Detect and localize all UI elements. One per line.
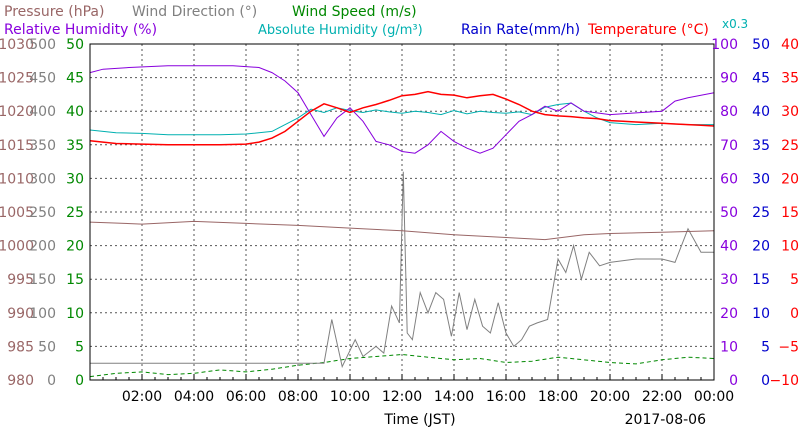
- tick-label-pressure: 1005: [0, 205, 34, 221]
- tick-label-rain-rate: 0: [761, 373, 770, 389]
- tick-label-pressure: 1000: [0, 239, 34, 255]
- tick-label-rain-rate: 5: [761, 339, 770, 355]
- tick-label-rain-rate: 50: [752, 37, 770, 53]
- tick-label-temperature: 5: [790, 272, 799, 288]
- tick-label-pressure: 1030: [0, 37, 34, 53]
- tick-label-wind-speed: 25: [66, 205, 84, 221]
- series-line-pressure: [89, 220, 715, 241]
- tick-label-wind-direction: 350: [29, 138, 56, 154]
- tick-label-temperature: −10: [769, 373, 799, 389]
- tick-label-relative-humidity: 10: [720, 339, 738, 355]
- legend-temperature: Temperature (°C): [587, 22, 709, 38]
- tick-label-relative-humidity: 70: [720, 138, 738, 154]
- tick-label-pressure: 1010: [0, 171, 34, 187]
- series-line-temperature: [89, 90, 715, 146]
- tick-label-temperature: 0: [790, 306, 799, 322]
- tick-label-wind-speed: 50: [66, 37, 84, 53]
- tick-label-rain-rate: 35: [752, 138, 770, 154]
- date-label: 2017-08-06: [625, 412, 706, 428]
- abs-humidity-scale-note: x0.3: [722, 17, 748, 31]
- tick-label-relative-humidity: 50: [720, 205, 738, 221]
- tick-label-rain-rate: 10: [752, 306, 770, 322]
- tick-label-temperature: −5: [778, 339, 799, 355]
- tick-label-relative-humidity: 40: [720, 239, 738, 255]
- legend-wind-direction: Wind Direction (°): [132, 4, 257, 20]
- x-tick-label: 22:00: [642, 389, 682, 405]
- tick-label-temperature: 15: [781, 205, 799, 221]
- tick-label-rain-rate: 40: [752, 104, 770, 120]
- x-tick-label: 04:00: [174, 389, 214, 405]
- x-tick-label: 06:00: [226, 389, 266, 405]
- tick-label-wind-direction: 300: [29, 171, 56, 187]
- tick-label-relative-humidity: 90: [720, 71, 738, 87]
- tick-label-pressure: 985: [7, 339, 34, 355]
- tick-label-temperature: 25: [781, 138, 799, 154]
- tick-label-wind-speed: 30: [66, 171, 84, 187]
- tick-label-wind-speed: 45: [66, 71, 84, 87]
- tick-label-wind-direction: 50: [38, 339, 56, 355]
- tick-label-temperature: 30: [781, 104, 799, 120]
- tick-label-wind-speed: 5: [75, 339, 84, 355]
- tick-label-relative-humidity: 30: [720, 272, 738, 288]
- x-tick-label: 00:00: [694, 389, 734, 405]
- x-tick-label: 02:00: [122, 389, 162, 405]
- tick-label-relative-humidity: 80: [720, 104, 738, 120]
- series-line-wind-direction: [90, 171, 714, 369]
- x-tick-label: 10:00: [330, 389, 370, 405]
- tick-label-wind-direction: 100: [29, 306, 56, 322]
- tick-label-rain-rate: 30: [752, 171, 770, 187]
- tick-label-wind-speed: 15: [66, 272, 84, 288]
- tick-label-wind-speed: 0: [75, 373, 84, 389]
- tick-label-wind-direction: 0: [47, 373, 56, 389]
- series-layer: [89, 65, 715, 381]
- tick-label-temperature: 35: [781, 71, 799, 87]
- tick-label-wind-direction: 250: [29, 205, 56, 221]
- x-tick-label: 12:00: [382, 389, 422, 405]
- legend-wind-speed: Wind Speed (m/s): [292, 4, 417, 20]
- x-tick-label: 20:00: [590, 389, 630, 405]
- tick-label-wind-direction: 200: [29, 239, 56, 255]
- tick-label-wind-direction: 450: [29, 71, 56, 87]
- x-tick-label: 08:00: [278, 389, 318, 405]
- tick-label-pressure: 980: [7, 373, 34, 389]
- tick-label-relative-humidity: 60: [720, 171, 738, 187]
- tick-label-pressure: 1025: [0, 71, 34, 87]
- x-axis-label: Time (JST): [383, 412, 455, 428]
- tick-label-wind-direction: 400: [29, 104, 56, 120]
- axis-ticks: 1030102510201015101010051000995990985980…: [0, 37, 799, 405]
- tick-label-relative-humidity: 20: [720, 306, 738, 322]
- tick-label-relative-humidity: 0: [729, 373, 738, 389]
- x-tick-label: 14:00: [434, 389, 474, 405]
- tick-label-rain-rate: 25: [752, 205, 770, 221]
- legend-relative-humidity: Relative Humidity (%): [4, 22, 157, 38]
- tick-label-pressure: 1015: [0, 138, 34, 154]
- tick-label-pressure: 1020: [0, 104, 34, 120]
- tick-label-temperature: 20: [781, 171, 799, 187]
- x-tick-label: 16:00: [486, 389, 526, 405]
- tick-label-wind-speed: 40: [66, 104, 84, 120]
- tick-label-pressure: 990: [7, 306, 34, 322]
- tick-label-rain-rate: 20: [752, 239, 770, 255]
- tick-label-wind-speed: 35: [66, 138, 84, 154]
- tick-label-rain-rate: 15: [752, 272, 770, 288]
- tick-label-rain-rate: 45: [752, 71, 770, 87]
- tick-label-pressure: 995: [7, 272, 34, 288]
- tick-label-wind-direction: 500: [29, 37, 56, 53]
- legend-absolute-humidity: Absolute Humidity (g/m³): [258, 23, 423, 38]
- tick-label-wind-direction: 150: [29, 272, 56, 288]
- tick-label-wind-speed: 20: [66, 239, 84, 255]
- tick-label-temperature: 40: [781, 37, 799, 53]
- tick-label-wind-speed: 10: [66, 306, 84, 322]
- x-tick-label: 18:00: [538, 389, 578, 405]
- legend-pressure: Pressure (hPa): [4, 4, 104, 20]
- legend-rain-rate: Rain Rate(mm/h): [461, 22, 580, 38]
- tick-label-relative-humidity: 100: [711, 37, 738, 53]
- tick-label-temperature: 10: [781, 239, 799, 255]
- series-line-relative-humidity: [89, 65, 715, 154]
